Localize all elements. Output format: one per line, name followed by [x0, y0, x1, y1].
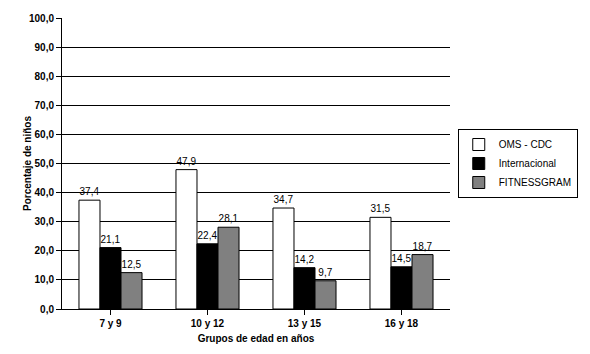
svg-text:10 y 12: 10 y 12: [191, 318, 225, 329]
svg-text:30,0: 30,0: [35, 216, 55, 227]
svg-text:50,0: 50,0: [35, 158, 55, 169]
svg-text:Grupos de edad en años: Grupos de edad en años: [198, 333, 315, 344]
svg-text:80,0: 80,0: [35, 71, 55, 82]
svg-text:40,0: 40,0: [35, 187, 55, 198]
svg-text:9,7: 9,7: [318, 267, 332, 278]
svg-text:Internacional: Internacional: [499, 158, 556, 169]
svg-text:12,5: 12,5: [122, 259, 142, 270]
svg-text:37,4: 37,4: [80, 186, 100, 197]
svg-text:13 y 15: 13 y 15: [288, 318, 322, 329]
svg-text:14,2: 14,2: [295, 254, 315, 265]
svg-text:28,1: 28,1: [219, 213, 239, 224]
svg-text:21,1: 21,1: [101, 234, 121, 245]
svg-text:20,0: 20,0: [35, 245, 55, 256]
svg-text:47,9: 47,9: [177, 156, 197, 167]
svg-text:22,4: 22,4: [198, 230, 218, 241]
svg-text:Porcentaje de niños: Porcentaje de niños: [22, 116, 33, 211]
svg-text:FITNESSGRAM: FITNESSGRAM: [499, 177, 571, 188]
svg-text:100,0: 100,0: [29, 13, 54, 24]
svg-text:60,0: 60,0: [35, 129, 55, 140]
svg-text:0,0: 0,0: [40, 304, 54, 315]
svg-text:18,7: 18,7: [413, 241, 433, 252]
svg-text:7 y 9: 7 y 9: [99, 318, 122, 329]
svg-text:16 y 18: 16 y 18: [385, 318, 419, 329]
svg-text:90,0: 90,0: [35, 42, 55, 53]
svg-text:31,5: 31,5: [371, 203, 391, 214]
svg-text:OMS - CDC: OMS - CDC: [499, 139, 552, 150]
svg-text:70,0: 70,0: [35, 100, 55, 111]
svg-text:10,0: 10,0: [35, 274, 55, 285]
svg-text:34,7: 34,7: [274, 194, 294, 205]
svg-text:14,5: 14,5: [392, 253, 412, 264]
